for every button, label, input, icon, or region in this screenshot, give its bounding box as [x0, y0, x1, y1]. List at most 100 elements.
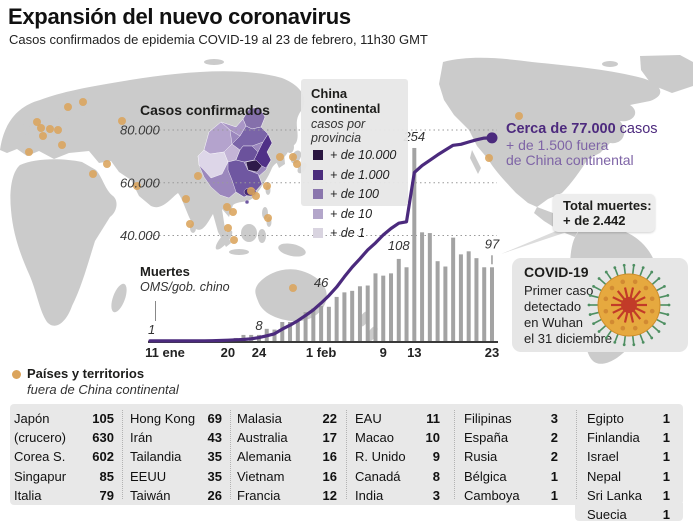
country-case-count: 35: [207, 468, 222, 484]
death-bar: [295, 321, 300, 341]
footer-note-subtitle: fuera de China continental: [27, 382, 179, 397]
death-bar: [389, 273, 394, 341]
new-guinea: [278, 243, 306, 257]
country-case-count: 79: [99, 487, 114, 503]
cases-annotation-line3: de China continental: [506, 152, 634, 168]
table-row: Finlandia 1: [587, 428, 670, 447]
country-case-count: 16: [322, 468, 337, 484]
virus-core-spike: [616, 309, 626, 320]
country-dot: [46, 125, 54, 133]
country-case-count: 85: [99, 468, 114, 484]
death-bar: [474, 258, 479, 341]
country-name: España: [464, 430, 509, 446]
virus-core-spike: [629, 287, 635, 299]
sumatra: [215, 230, 233, 250]
country-dot: [39, 132, 47, 140]
country-dot: [89, 170, 97, 178]
country-dot: [33, 118, 41, 126]
death-bar: [311, 308, 316, 341]
country-case-count: 26: [207, 487, 222, 503]
country-dot: [223, 203, 231, 211]
country-case-count: 43: [207, 430, 222, 446]
country-name: Francia: [237, 487, 281, 503]
country-case-count: 1: [662, 449, 670, 465]
table-row: Filipinas 3: [464, 409, 558, 428]
country-name: Macao: [355, 430, 395, 446]
covid-line-2: detectado: [524, 299, 582, 314]
country-case-count: 602: [92, 449, 114, 465]
table-row: Alemania 16: [237, 447, 337, 466]
death-bar: [443, 266, 448, 341]
country-name: India: [355, 487, 384, 503]
total-deaths-line2: + de 2.442: [563, 213, 626, 228]
country-name: Australia: [237, 430, 288, 446]
page-subtitle: Casos confirmados de epidemia COVID-19 a…: [9, 32, 428, 47]
virus-spike-tip: [666, 313, 670, 316]
country-name: Rusia: [464, 449, 498, 465]
java: [229, 249, 249, 255]
country-case-count: 1: [662, 468, 670, 484]
virus-spike-tip: [632, 343, 636, 347]
virus-core-spike: [634, 307, 646, 314]
cases-annotation-line2: + de 1.500 fuera: [506, 136, 609, 153]
country-dot: [289, 284, 297, 292]
country-dot: [276, 153, 284, 161]
virus-icon: [587, 263, 671, 347]
virus-spike-tip: [613, 341, 617, 344]
country-case-count: 1: [662, 507, 670, 522]
virus-core-spike: [612, 307, 624, 314]
country-name: Bélgica: [464, 468, 507, 484]
table-row: Italia 79: [14, 486, 114, 505]
virus-spike-tip: [588, 313, 592, 316]
death-bar: [412, 147, 417, 341]
virus-spike-tip: [650, 336, 654, 340]
country-dot: [224, 224, 232, 232]
death-bar: [466, 251, 471, 341]
deaths-axis-title: Muertes: [140, 264, 190, 279]
cases-total: Cerca de 77.000: [506, 121, 616, 137]
country-name: Alemania: [237, 449, 292, 465]
table-row: Bélgica 1: [464, 467, 558, 486]
virus-spike-tip: [641, 341, 645, 344]
country-name: EAU: [355, 411, 382, 426]
country-case-count: 69: [207, 411, 222, 426]
table-row: EAU 11: [355, 409, 440, 428]
virus-core-spike: [632, 290, 642, 301]
death-bar: [420, 232, 425, 341]
australia: [255, 269, 327, 322]
death-bar: [489, 267, 494, 341]
country-table-extension: [575, 503, 683, 521]
cases-total-suffix: casos: [615, 121, 658, 137]
country-name: Egipto: [587, 411, 624, 426]
table-row: Camboya 1: [464, 486, 558, 505]
country-name: Japón: [14, 411, 50, 426]
virus-core-spike: [623, 311, 629, 323]
virus-core-spike: [623, 287, 629, 299]
table-row: Malasia 22: [237, 409, 337, 428]
x-axis-tick-label: 9: [380, 345, 387, 360]
table-row: Francia 12: [237, 486, 337, 505]
country-dot: [64, 103, 72, 111]
country-case-count: 630: [92, 430, 114, 446]
virus-speckle: [609, 319, 615, 325]
death-bar: [288, 322, 293, 341]
table-row: Japón 105: [14, 409, 114, 428]
country-dot: [247, 187, 255, 195]
table-separator: [122, 410, 123, 499]
virus-speckle: [620, 325, 626, 331]
north-america: [439, 57, 661, 207]
virus-core-spike: [634, 296, 646, 303]
country-case-count: 3: [550, 411, 558, 426]
covid-line-1: Primer caso: [524, 283, 594, 298]
table-row: EEUU 35: [130, 467, 222, 486]
country-dot: [58, 141, 66, 149]
death-bar: [334, 296, 339, 341]
virus-speckle: [643, 285, 649, 291]
china-legend: China continental casos por provincia + …: [301, 79, 408, 240]
country-name: Malasia: [237, 411, 282, 426]
virus-spike-tip: [650, 270, 654, 274]
death-bar: [357, 286, 362, 341]
country-dot: [194, 172, 202, 180]
death-bar: [326, 306, 331, 341]
